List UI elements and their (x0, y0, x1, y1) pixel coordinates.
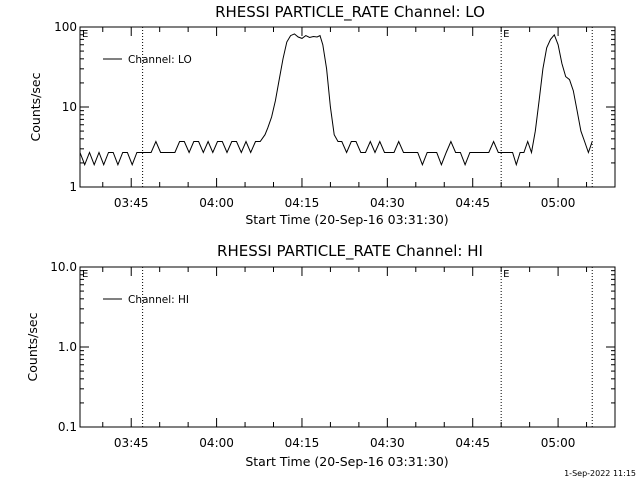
x-axis-label-lo: Start Time (20-Sep-16 03:31:30) (245, 212, 448, 227)
x-tick-label-04-15: 04:15 (285, 436, 320, 450)
event-flag-03-36: E (82, 29, 88, 40)
panel-lo: RHESSI PARTICLE_RATE Channel: LO 03:45 04… (28, 3, 616, 227)
y-tick-label-1: 1 (69, 180, 77, 194)
x-tick-label-05-00: 05:00 (541, 196, 576, 210)
plot-frame-lo (79, 26, 616, 188)
event-flag-03-36: E (82, 269, 88, 280)
event-flag-04-50: E (503, 29, 509, 40)
y-tick-label-1-0: 1.0 (58, 340, 77, 354)
x-axis-label-hi: Start Time (20-Sep-16 03:31:30) (245, 454, 448, 469)
x-tick-label-04-00: 04:00 (199, 196, 234, 210)
y-axis-ticks-hi: 0.1 1.0 10.0 (50, 260, 615, 434)
x-tick-label-05-00: 05:00 (541, 436, 576, 450)
x-axis-ticks-lo: 03:45 04:00 04:15 04:30 04:45 05:00 (102, 27, 616, 210)
y-axis-label-hi: Counts/sec (25, 312, 40, 381)
panel-hi: RHESSI PARTICLE_RATE Channel: HI 03:45 04… (25, 242, 616, 469)
y-tick-label-10-0: 10.0 (50, 260, 77, 274)
legend-label-lo: Channel: LO (128, 54, 192, 66)
event-lines-lo (142, 27, 593, 187)
y-tick-label-0-1: 0.1 (58, 420, 77, 434)
y-axis-label-lo: Counts/sec (28, 72, 43, 141)
chart-title-lo: RHESSI PARTICLE_RATE Channel: LO (215, 3, 485, 22)
x-tick-label-04-15: 04:15 (285, 196, 320, 210)
x-tick-label-03-45: 03:45 (114, 436, 149, 450)
x-tick-label-04-30: 04:30 (370, 436, 405, 450)
chart-title-hi: RHESSI PARTICLE_RATE Channel: HI (217, 242, 483, 261)
event-flag-04-50: E (503, 269, 509, 280)
x-tick-label-04-45: 04:45 (455, 196, 490, 210)
generation-timestamp: 1-Sep-2022 11:15 (564, 469, 636, 478)
x-axis-ticks-hi: 03:45 04:00 04:15 04:30 04:45 05:00 (102, 267, 616, 450)
legend-label-hi: Channel: HI (128, 294, 189, 306)
plot-frame-hi (79, 266, 616, 428)
x-tick-label-04-00: 04:00 (199, 436, 234, 450)
series-line-channel-lo (79, 33, 593, 167)
x-tick-label-04-45: 04:45 (455, 436, 490, 450)
y-axis-ticks-lo: 1 10 100 (54, 20, 615, 194)
x-tick-label-03-45: 03:45 (114, 196, 149, 210)
y-tick-label-100: 100 (54, 20, 77, 34)
event-lines-hi (142, 267, 593, 427)
y-tick-label-10: 10 (62, 100, 77, 114)
x-tick-label-04-30: 04:30 (370, 196, 405, 210)
